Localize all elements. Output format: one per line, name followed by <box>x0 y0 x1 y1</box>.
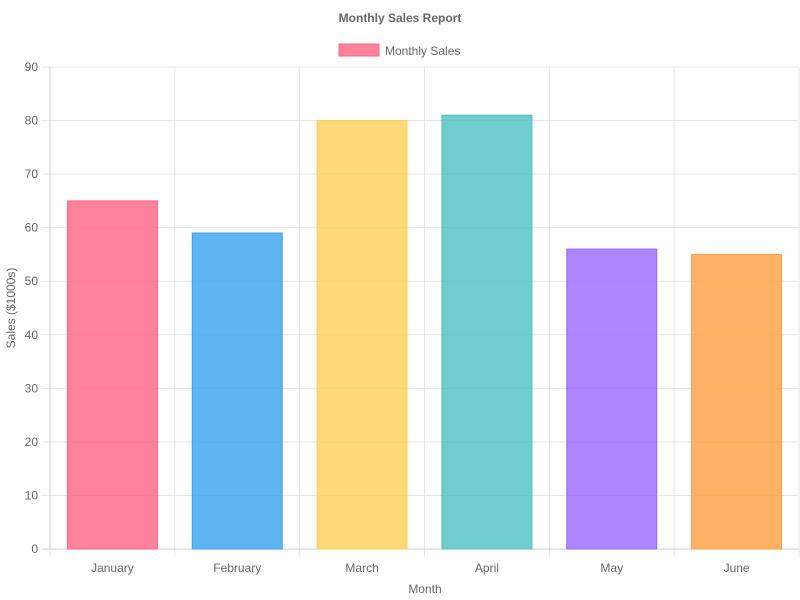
bar-january[interactable] <box>66 200 158 550</box>
bar-april[interactable] <box>441 114 533 550</box>
y-tick-label-3: 30 <box>25 381 39 395</box>
bar-february[interactable] <box>191 232 283 550</box>
bar-march[interactable] <box>316 120 408 550</box>
legend-label[interactable]: Monthly Sales <box>385 44 460 58</box>
x-axis-title: Month <box>408 582 441 596</box>
y-tick-label-4: 40 <box>25 328 39 342</box>
x-tick-label-june: June <box>724 561 750 575</box>
plot-area: 0 10 20 30 40 50 60 70 80 90 January February March A… <box>25 60 800 575</box>
x-tick-label-march: March <box>345 561 378 575</box>
x-tick-label-january: January <box>91 561 134 575</box>
bar-june[interactable] <box>691 253 783 550</box>
y-tick-label-2: 20 <box>25 435 39 449</box>
y-tick-label-8: 80 <box>25 114 39 128</box>
x-tick-label-february: February <box>213 561 261 575</box>
y-tick-label-1: 10 <box>25 488 39 502</box>
y-tick-label-6: 60 <box>25 221 39 235</box>
y-tick-label-9: 90 <box>25 60 39 74</box>
y-axis-title: Sales ($1000s) <box>4 268 18 349</box>
bar-may[interactable] <box>566 248 658 550</box>
legend-swatch[interactable] <box>338 43 380 57</box>
x-tick-label-april: April <box>475 561 499 575</box>
x-tick-label-may: May <box>600 561 623 575</box>
y-tick-label-0: 0 <box>31 542 38 556</box>
y-tick-label-5: 50 <box>25 274 39 288</box>
y-tick-label-7: 70 <box>25 167 39 181</box>
legend[interactable]: Monthly Sales <box>338 43 460 58</box>
chart-title: Monthly Sales Report <box>339 11 462 25</box>
